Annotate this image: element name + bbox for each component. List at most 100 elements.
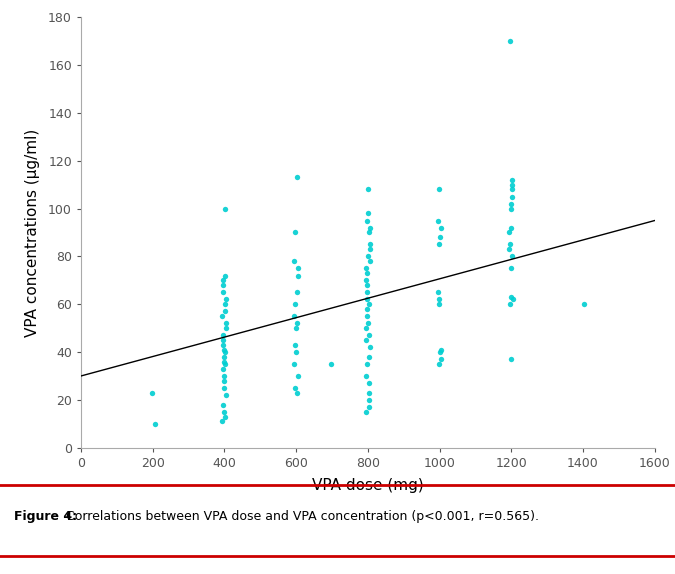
Point bbox=[292, 288, 303, 297]
Point bbox=[289, 359, 300, 369]
Point bbox=[506, 223, 516, 232]
Point bbox=[292, 319, 302, 328]
Point bbox=[360, 371, 371, 381]
Point bbox=[217, 276, 228, 285]
Text: Figure 4:: Figure 4: bbox=[14, 510, 77, 523]
Point bbox=[360, 408, 371, 417]
Point bbox=[361, 216, 372, 225]
Point bbox=[504, 228, 514, 237]
Point bbox=[364, 300, 375, 309]
Y-axis label: VPA concentrations (μg/ml): VPA concentrations (μg/ml) bbox=[25, 129, 40, 336]
Point bbox=[508, 295, 518, 304]
Point bbox=[293, 264, 304, 273]
Point bbox=[146, 388, 157, 397]
Point bbox=[433, 240, 444, 249]
Point bbox=[364, 379, 375, 388]
Point bbox=[435, 347, 446, 356]
Point bbox=[149, 419, 160, 428]
Point bbox=[507, 180, 518, 189]
Point bbox=[360, 264, 371, 273]
Point bbox=[364, 228, 375, 237]
Point bbox=[506, 252, 517, 261]
Point bbox=[505, 264, 516, 273]
Point bbox=[326, 359, 337, 369]
Point bbox=[364, 257, 375, 266]
Point bbox=[436, 355, 447, 364]
Point bbox=[290, 228, 300, 237]
Text: Correlations between VPA dose and VPA concentration (p<0.001, r=0.565).: Correlations between VPA dose and VPA co… bbox=[62, 510, 539, 523]
Point bbox=[219, 359, 230, 369]
Point bbox=[290, 300, 301, 309]
Point bbox=[219, 347, 230, 356]
Point bbox=[361, 359, 372, 369]
Point bbox=[364, 331, 375, 340]
Point bbox=[289, 257, 300, 266]
Point bbox=[363, 388, 374, 397]
Point bbox=[362, 295, 373, 304]
Point bbox=[362, 312, 373, 321]
Point bbox=[433, 185, 444, 194]
Point bbox=[289, 340, 300, 350]
Point bbox=[221, 324, 232, 333]
X-axis label: VPA dose (mg): VPA dose (mg) bbox=[312, 478, 424, 493]
Point bbox=[362, 304, 373, 313]
Point bbox=[218, 345, 229, 354]
Point bbox=[505, 300, 516, 309]
Point bbox=[436, 223, 447, 232]
Point bbox=[364, 223, 375, 232]
Point bbox=[433, 216, 443, 225]
Point bbox=[507, 175, 518, 184]
Point bbox=[360, 276, 371, 285]
Point bbox=[364, 402, 375, 412]
Point bbox=[218, 400, 229, 409]
Point bbox=[218, 357, 229, 366]
Point bbox=[433, 295, 444, 304]
Point bbox=[292, 371, 303, 381]
Point bbox=[362, 281, 373, 290]
Point bbox=[434, 359, 445, 369]
Point bbox=[290, 324, 301, 333]
Point bbox=[217, 417, 228, 426]
Point bbox=[362, 185, 373, 194]
Point bbox=[219, 300, 230, 309]
Point bbox=[218, 331, 229, 340]
Point bbox=[220, 390, 231, 400]
Point bbox=[289, 312, 300, 321]
Point bbox=[217, 312, 227, 321]
Point bbox=[362, 209, 373, 218]
Point bbox=[363, 395, 374, 405]
Point bbox=[219, 412, 230, 421]
Point bbox=[506, 355, 516, 364]
Point bbox=[361, 269, 372, 278]
Point bbox=[362, 288, 373, 297]
Point bbox=[362, 319, 373, 328]
Point bbox=[217, 340, 228, 350]
Point bbox=[220, 204, 231, 213]
Point bbox=[433, 300, 444, 309]
Point bbox=[363, 252, 374, 261]
Point bbox=[364, 352, 375, 362]
Point bbox=[291, 173, 302, 182]
Point bbox=[217, 364, 228, 374]
Point bbox=[507, 192, 518, 201]
Point bbox=[217, 281, 228, 290]
Point bbox=[506, 185, 517, 194]
Point bbox=[360, 335, 371, 344]
Point bbox=[218, 371, 229, 381]
Point bbox=[219, 383, 230, 393]
Point bbox=[293, 271, 304, 280]
Point bbox=[221, 295, 232, 304]
Point bbox=[291, 347, 302, 356]
Point bbox=[504, 37, 515, 46]
Point bbox=[219, 408, 230, 417]
Point bbox=[432, 288, 443, 297]
Point bbox=[220, 307, 231, 316]
Point bbox=[504, 245, 515, 254]
Point bbox=[435, 345, 446, 354]
Point bbox=[290, 383, 300, 393]
Point bbox=[364, 245, 375, 254]
Point bbox=[506, 199, 516, 208]
Point bbox=[504, 240, 515, 249]
Point bbox=[292, 388, 302, 397]
Point bbox=[364, 240, 375, 249]
